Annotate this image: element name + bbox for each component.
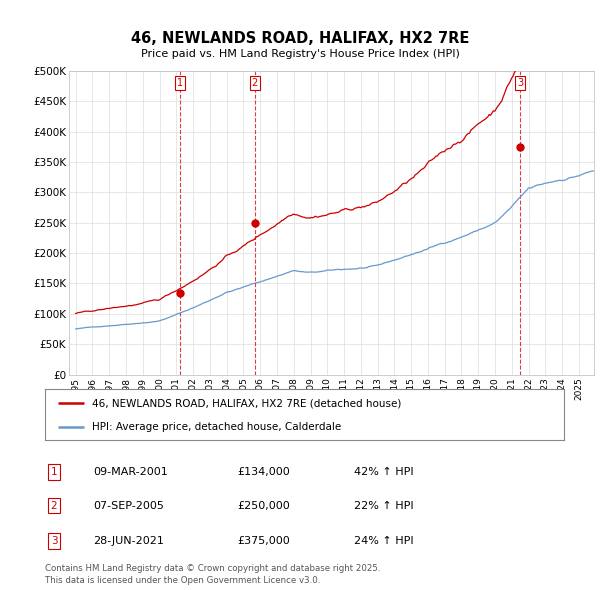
Text: 2: 2 [50,501,58,510]
Text: 3: 3 [517,78,523,88]
Text: Contains HM Land Registry data © Crown copyright and database right 2025.
This d: Contains HM Land Registry data © Crown c… [45,565,380,585]
Text: 2: 2 [252,78,258,88]
Text: 3: 3 [50,536,58,546]
Text: £134,000: £134,000 [237,467,290,477]
Text: 46, NEWLANDS ROAD, HALIFAX, HX2 7RE: 46, NEWLANDS ROAD, HALIFAX, HX2 7RE [131,31,469,46]
Text: 07-SEP-2005: 07-SEP-2005 [93,501,164,510]
Text: 1: 1 [176,78,182,88]
Text: 09-MAR-2001: 09-MAR-2001 [93,467,168,477]
Text: Price paid vs. HM Land Registry's House Price Index (HPI): Price paid vs. HM Land Registry's House … [140,49,460,59]
Text: 24% ↑ HPI: 24% ↑ HPI [354,536,413,546]
Text: 42% ↑ HPI: 42% ↑ HPI [354,467,413,477]
Text: £250,000: £250,000 [237,501,290,510]
Text: 28-JUN-2021: 28-JUN-2021 [93,536,164,546]
Text: 22% ↑ HPI: 22% ↑ HPI [354,501,413,510]
Text: 1: 1 [50,467,58,477]
Text: 46, NEWLANDS ROAD, HALIFAX, HX2 7RE (detached house): 46, NEWLANDS ROAD, HALIFAX, HX2 7RE (det… [92,398,401,408]
Text: £375,000: £375,000 [237,536,290,546]
Text: HPI: Average price, detached house, Calderdale: HPI: Average price, detached house, Cald… [92,422,341,432]
